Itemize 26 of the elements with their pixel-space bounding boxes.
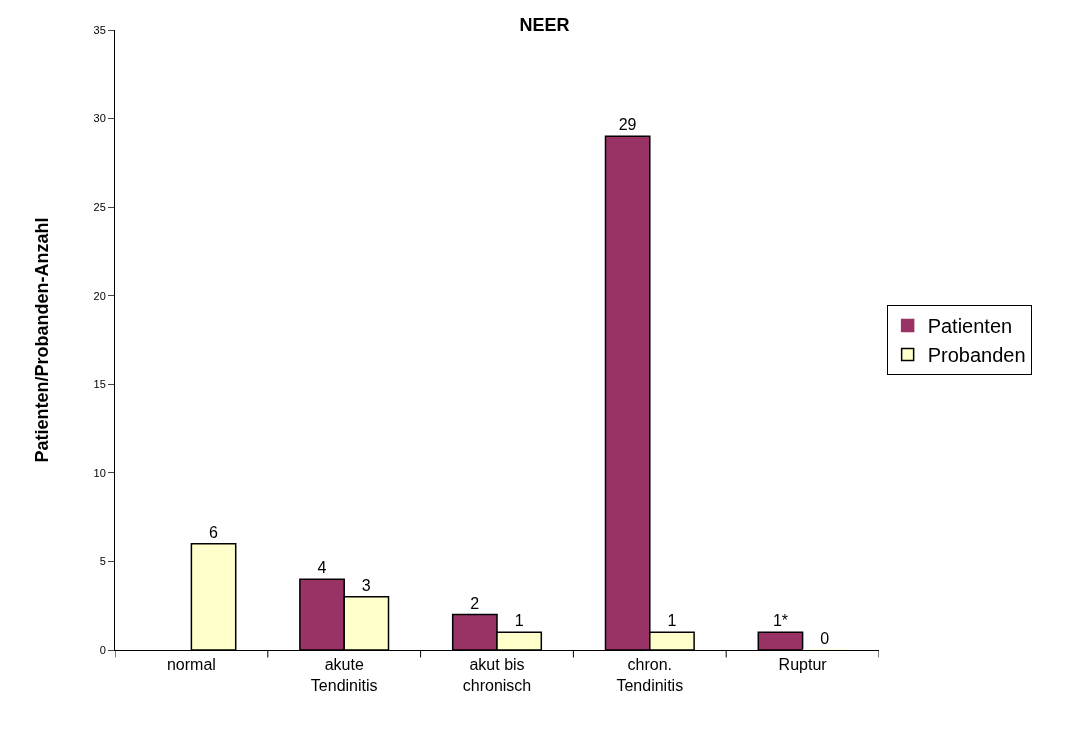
y-tick-label: 15 — [93, 378, 106, 391]
data-label: 1 — [514, 612, 524, 630]
y-tick-label: 20 — [93, 289, 106, 302]
x-tick-label: akut bis chronisch — [462, 656, 532, 694]
y-tick-label: 0 — [99, 643, 106, 656]
x-tick-label: normal — [166, 656, 216, 674]
y-axis-title: Patienten/Probanden-Anzahl — [31, 217, 52, 463]
y-tick-label: 30 — [93, 112, 106, 125]
y-tick-label: 35 — [93, 23, 106, 36]
x-tick-label: Ruptur — [778, 656, 828, 674]
legend-label: Probanden — [927, 344, 1026, 367]
x-tick-label: akute Tendinitis — [310, 656, 378, 694]
chart-title: NEER — [519, 14, 570, 35]
data-label: 3 — [361, 576, 371, 594]
data-label: 1 — [667, 612, 677, 630]
data-label: 2 — [470, 594, 480, 612]
data-label: 6 — [209, 523, 219, 541]
y-tick-label: 10 — [93, 466, 106, 479]
data-label: 4 — [317, 559, 327, 577]
legend-label: Patienten — [927, 315, 1013, 338]
data-label: 29 — [618, 116, 637, 134]
x-tick-label: chron. Tendinitis — [616, 656, 684, 694]
y-tick-label: 5 — [99, 555, 106, 568]
y-tick-label: 25 — [93, 200, 106, 213]
data-label: 1* — [772, 612, 789, 630]
data-label: 0 — [820, 630, 830, 647]
